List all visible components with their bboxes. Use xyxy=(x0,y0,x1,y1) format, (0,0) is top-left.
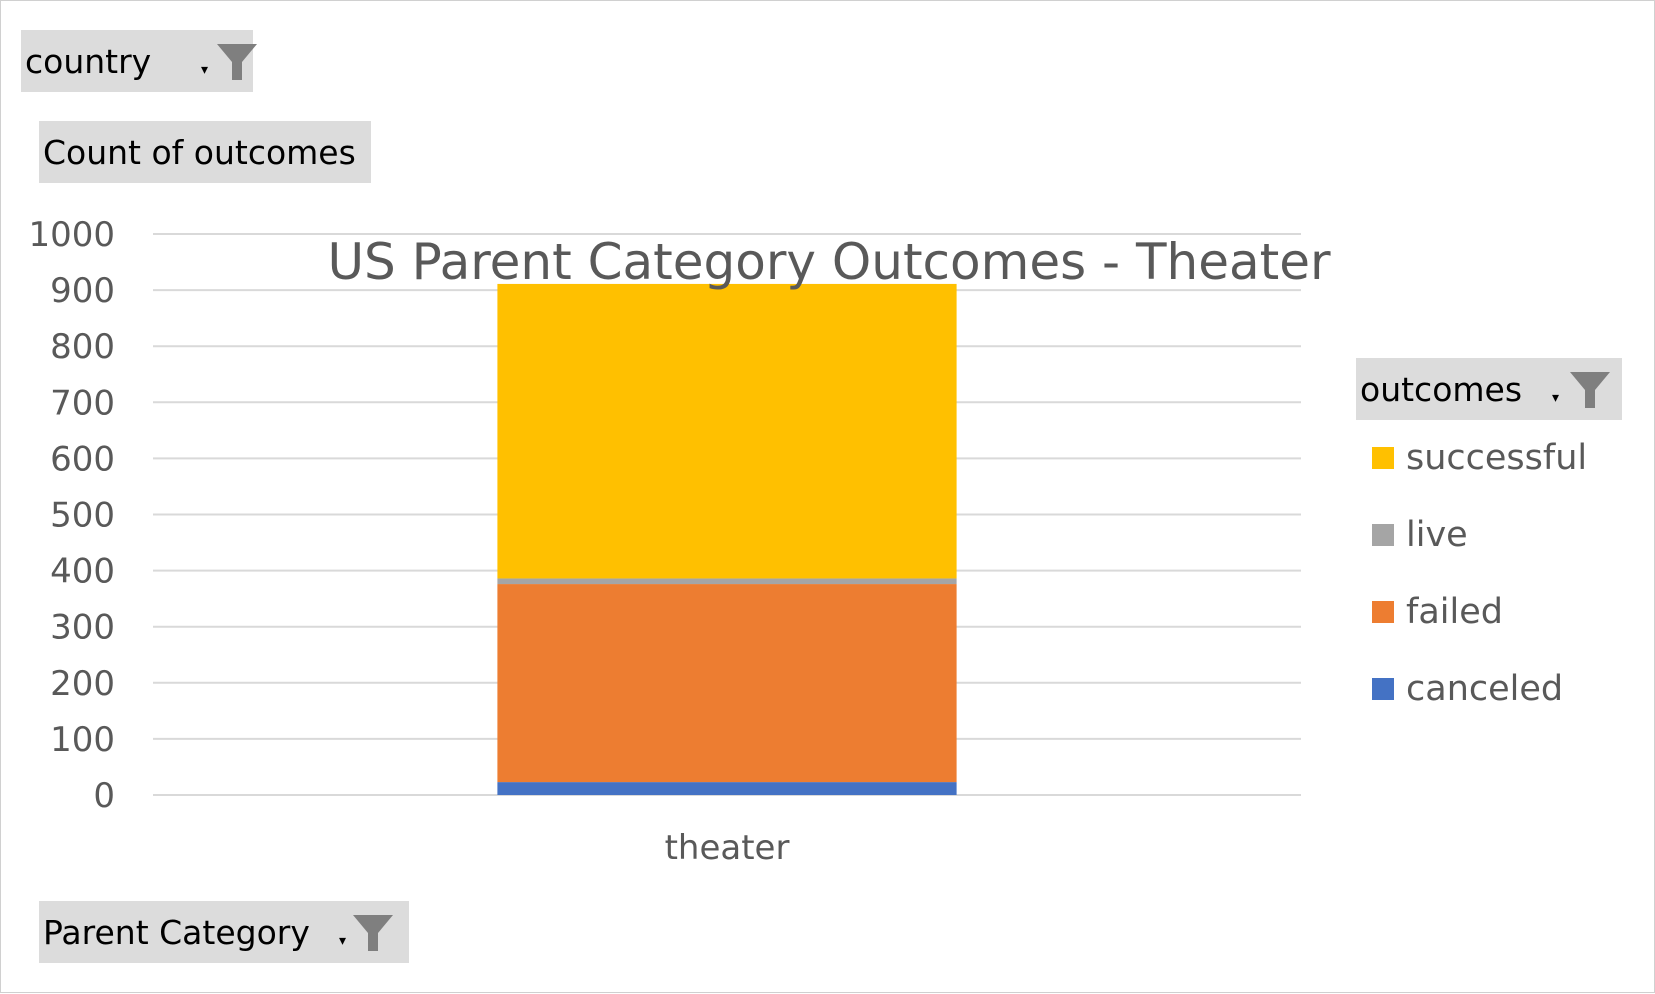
y-tick-label: 600 xyxy=(50,439,115,479)
y-tick-label: 300 xyxy=(50,608,115,648)
y-tick-label: 100 xyxy=(50,720,115,760)
legend-label: successful xyxy=(1406,438,1588,478)
y-tick-label: 200 xyxy=(50,664,115,704)
legend-field-label: outcomes xyxy=(1360,369,1523,409)
funnel-filter-icon xyxy=(353,915,393,951)
legend-swatch xyxy=(1372,447,1394,469)
x-axis-ticks: theater xyxy=(665,828,790,868)
bar-failed[interactable] xyxy=(497,584,957,783)
y-tick-label: 400 xyxy=(50,552,115,592)
country-filter-label: country xyxy=(25,41,152,81)
axis-field-button[interactable]: Parent Category ▾ xyxy=(39,901,409,963)
funnel-filter-icon xyxy=(217,44,257,80)
legend-item-canceled[interactable]: canceled xyxy=(1372,669,1563,709)
legend-swatch xyxy=(1372,524,1394,546)
values-field-button[interactable]: Count of outcomes xyxy=(39,121,371,183)
legend-item-live[interactable]: live xyxy=(1372,515,1468,555)
legend-label: canceled xyxy=(1406,669,1564,709)
axis-field-label: Parent Category xyxy=(43,912,310,952)
dropdown-arrow-icon: ▾ xyxy=(201,62,209,78)
funnel-filter-icon xyxy=(1570,372,1610,408)
legend-swatch xyxy=(1372,601,1394,623)
legend-field-button[interactable]: outcomes ▾ xyxy=(1356,358,1622,420)
bar-live[interactable] xyxy=(497,578,957,585)
x-tick-label: theater xyxy=(665,828,790,868)
legend-label: failed xyxy=(1406,592,1503,632)
y-tick-label: 1000 xyxy=(28,215,115,255)
y-tick-label: 900 xyxy=(50,271,115,311)
y-tick-label: 800 xyxy=(50,327,115,367)
legend-item-failed[interactable]: failed xyxy=(1372,592,1503,632)
dropdown-arrow-icon: ▾ xyxy=(1552,390,1560,406)
bar-canceled[interactable] xyxy=(497,782,957,795)
values-field-label: Count of outcomes xyxy=(43,132,356,172)
legend-swatch xyxy=(1372,678,1394,700)
y-tick-label: 700 xyxy=(50,383,115,423)
y-tick-label: 500 xyxy=(50,496,115,536)
y-tick-label: 0 xyxy=(93,776,115,816)
country-filter-button[interactable]: country ▾ xyxy=(21,30,257,92)
legend-item-successful[interactable]: successful xyxy=(1372,438,1587,478)
bars xyxy=(497,283,957,795)
bar-successful[interactable] xyxy=(497,283,957,579)
legend-label: live xyxy=(1406,515,1468,555)
y-axis-ticks: 0 100 200 300 400 500 600 700 800 900 1000 xyxy=(28,215,115,816)
chart-title: US Parent Category Outcomes - Theater xyxy=(327,233,1331,291)
dropdown-arrow-icon: ▾ xyxy=(339,933,347,949)
